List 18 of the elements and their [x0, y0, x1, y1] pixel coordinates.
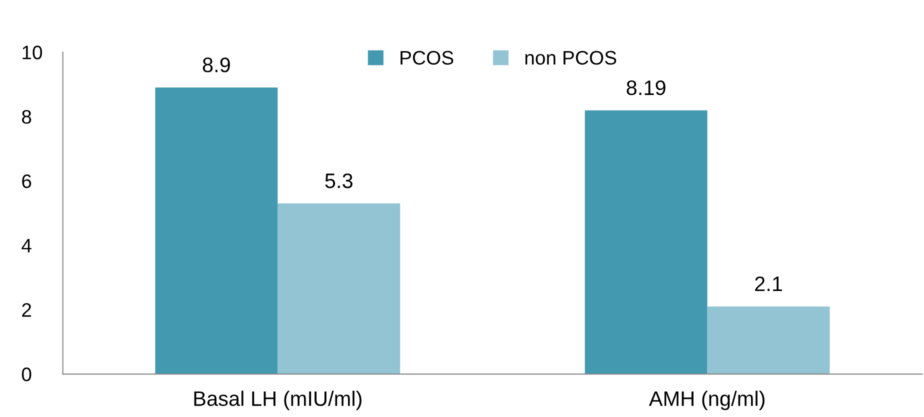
data-label: 5.3 — [325, 173, 352, 188]
legend-label: PCOS — [400, 50, 454, 65]
data-label: 2.1 — [755, 276, 782, 292]
x-tick-label: Basal LH (mIU/ml) — [194, 390, 362, 410]
y-tick-label: 10 — [22, 46, 42, 60]
bar — [278, 203, 400, 374]
bar — [707, 306, 830, 374]
bar — [584, 110, 708, 374]
y-tick-label: 0 — [22, 368, 32, 382]
x-tick-label: AMH (ng/ml) — [648, 390, 764, 410]
legend-label: non PCOS — [525, 50, 616, 65]
data-label: 8.19 — [626, 80, 666, 96]
bar — [155, 88, 278, 374]
y-tick-label: 4 — [22, 238, 32, 252]
y-tick-label: 2 — [22, 303, 32, 317]
y-tick-label: 6 — [22, 174, 32, 188]
data-label: 8.9 — [202, 58, 230, 72]
y-tick-label: 8 — [22, 110, 32, 124]
